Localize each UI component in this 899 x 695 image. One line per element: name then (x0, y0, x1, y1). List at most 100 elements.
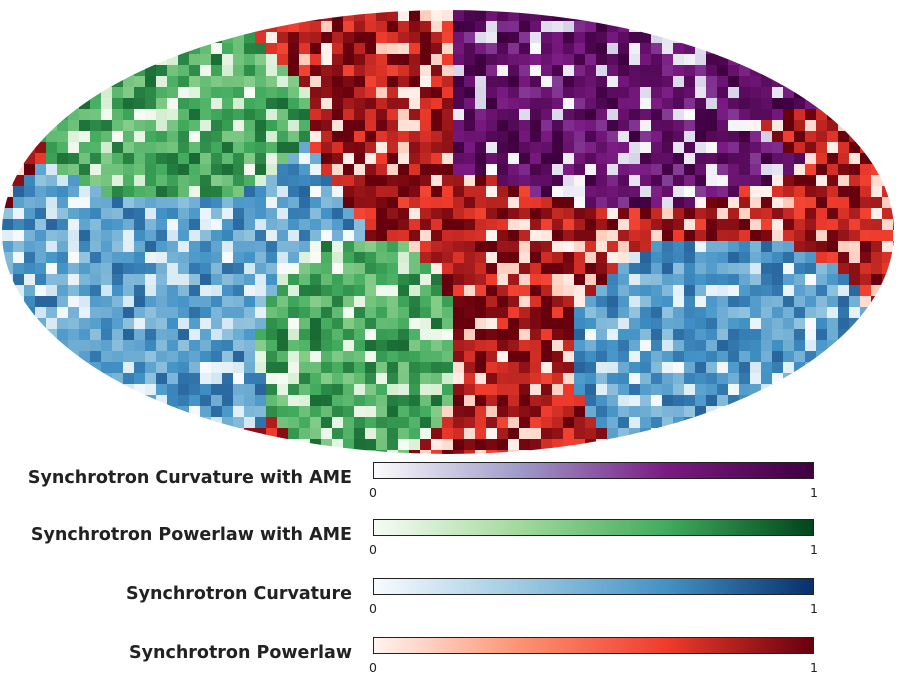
sky-pixel (453, 54, 465, 66)
sky-pixel (255, 197, 267, 209)
sky-pixel (673, 252, 685, 264)
sky-pixel (431, 54, 443, 66)
sky-pixel (244, 109, 256, 121)
sky-pixel (13, 208, 25, 220)
sky-pixel (739, 120, 751, 132)
sky-pixel (728, 54, 740, 66)
sky-pixel (178, 329, 190, 341)
sky-pixel (607, 164, 619, 176)
sky-pixel (464, 219, 476, 231)
sky-pixel (530, 197, 542, 209)
sky-pixel (233, 54, 245, 66)
sky-pixel (13, 263, 25, 275)
sky-pixel (398, 384, 410, 396)
sky-pixel (376, 186, 388, 198)
sky-pixel (761, 142, 773, 154)
sky-pixel (519, 252, 531, 264)
sky-pixel (343, 32, 355, 44)
sky-pixel (211, 318, 223, 330)
sky-pixel (695, 208, 707, 220)
sky-pixel (618, 406, 630, 418)
sky-pixel (783, 285, 795, 297)
sky-pixel (200, 65, 212, 77)
sky-pixel (497, 87, 509, 99)
sky-pixel (552, 296, 564, 308)
sky-pixel (134, 373, 146, 385)
sky-pixel (244, 362, 256, 374)
sky-pixel (321, 263, 333, 275)
sky-pixel (420, 351, 432, 363)
sky-pixel (563, 197, 575, 209)
sky-pixel (596, 164, 608, 176)
sky-pixel (827, 175, 839, 187)
sky-pixel (508, 219, 520, 231)
sky-pixel (805, 373, 817, 385)
sky-pixel (387, 142, 399, 154)
colorbar-max-tick: 1 (810, 660, 818, 675)
sky-pixel (145, 296, 157, 308)
sky-pixel (420, 230, 432, 242)
sky-pixel (750, 296, 762, 308)
sky-pixel (420, 131, 432, 143)
sky-pixel (794, 263, 806, 275)
sky-pixel (57, 131, 69, 143)
sky-pixel (827, 153, 839, 165)
sky-pixel (189, 351, 201, 363)
sky-pixel (299, 175, 311, 187)
sky-pixel (464, 395, 476, 407)
sky-pixel (871, 219, 883, 231)
sky-pixel (387, 450, 399, 454)
sky-pixel (563, 208, 575, 220)
sky-pixel (409, 230, 421, 242)
sky-pixel (90, 274, 102, 286)
sky-pixel (849, 142, 861, 154)
sky-pixel (277, 406, 289, 418)
sky-pixel (365, 230, 377, 242)
sky-pixel (233, 208, 245, 220)
sky-pixel (167, 142, 179, 154)
sky-pixel (420, 32, 432, 44)
sky-pixel (178, 131, 190, 143)
sky-pixel (805, 142, 817, 154)
sky-pixel (618, 285, 630, 297)
sky-pixel (398, 10, 410, 22)
sky-pixel (772, 120, 784, 132)
sky-pixel (640, 406, 652, 418)
sky-pixel (277, 131, 289, 143)
sky-pixel (211, 230, 223, 242)
sky-pixel (321, 21, 333, 33)
sky-pixel (376, 241, 388, 253)
sky-pixel (629, 329, 641, 341)
sky-pixel (310, 362, 322, 374)
sky-pixel (475, 450, 487, 454)
sky-pixel (57, 351, 69, 363)
sky-pixel (816, 153, 828, 165)
sky-pixel (552, 175, 564, 187)
sky-pixel (596, 351, 608, 363)
sky-pixel (398, 252, 410, 264)
sky-pixel (46, 131, 58, 143)
sky-pixel (354, 120, 366, 132)
sky-pixel (398, 219, 410, 231)
sky-pixel (618, 43, 630, 55)
sky-pixel (651, 428, 663, 440)
sky-pixel (464, 274, 476, 286)
sky-pixel (398, 406, 410, 418)
sky-pixel (574, 428, 586, 440)
sky-pixel (200, 395, 212, 407)
sky-pixel (431, 285, 443, 297)
sky-pixel (508, 340, 520, 352)
sky-pixel (255, 109, 267, 121)
sky-pixel (200, 307, 212, 319)
sky-pixel (79, 186, 91, 198)
sky-pixel (68, 351, 80, 363)
sky-pixel (475, 241, 487, 253)
sky-pixel (310, 109, 322, 121)
sky-pixel (266, 109, 278, 121)
sky-pixel (706, 296, 718, 308)
sky-pixel (684, 219, 696, 231)
sky-pixel (816, 252, 828, 264)
sky-pixel (717, 340, 729, 352)
sky-pixel (486, 362, 498, 374)
sky-pixel (46, 142, 58, 154)
